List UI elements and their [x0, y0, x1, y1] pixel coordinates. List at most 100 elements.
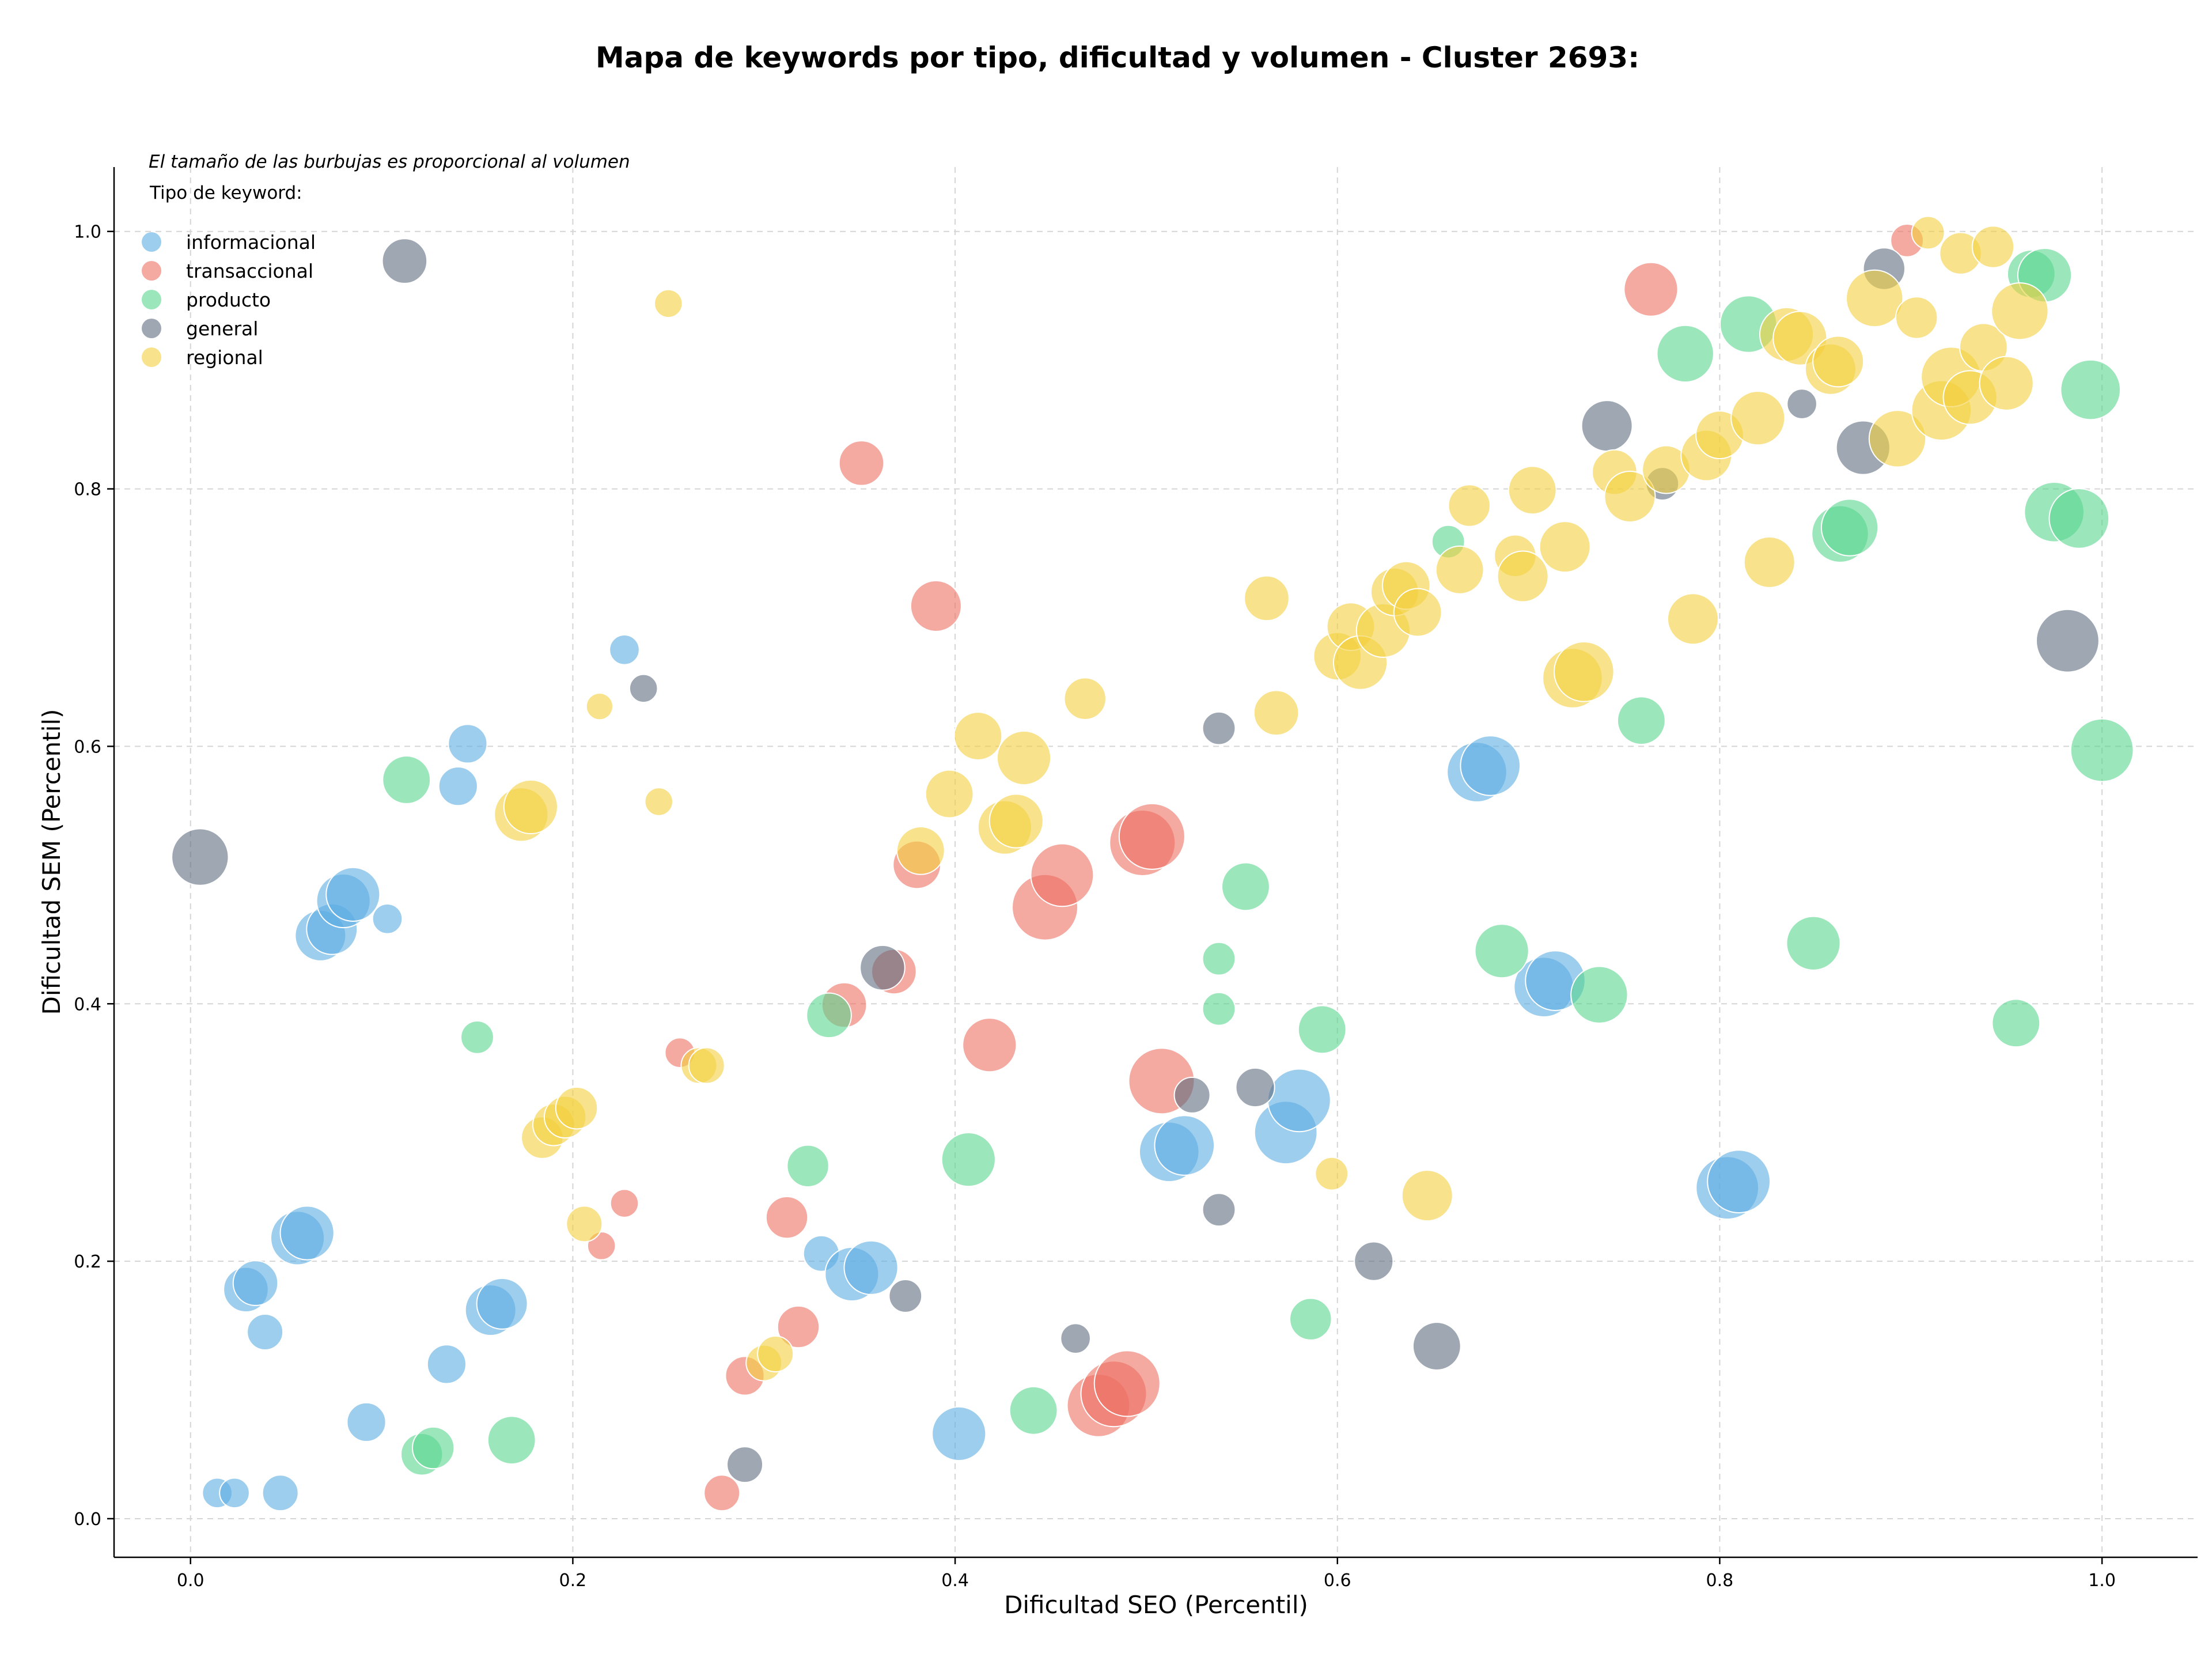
y-tick-label: 0.6 — [74, 737, 101, 757]
bubble-producto — [1656, 324, 1714, 383]
bubble-producto — [411, 1426, 455, 1470]
bubble-regional — [1812, 335, 1865, 388]
legend-marker-transaccional — [142, 261, 161, 281]
bubble-regional — [896, 826, 945, 875]
bubble-producto — [1009, 1386, 1058, 1435]
bubble-regional — [1448, 484, 1491, 527]
series-informacional — [202, 634, 1771, 1512]
bubble-regional — [988, 793, 1044, 849]
bubble-transaccional — [962, 1017, 1017, 1073]
series-regional — [494, 215, 2049, 1382]
x-tick-label: 0.4 — [941, 1571, 969, 1591]
bubble-regional — [555, 1087, 599, 1130]
bubble-producto — [1202, 992, 1236, 1026]
bubble-producto — [2070, 718, 2134, 782]
bubble-regional — [1401, 1170, 1453, 1222]
bubble-regional — [1315, 1156, 1349, 1191]
bubble-regional — [503, 779, 559, 835]
bubble-producto — [1820, 498, 1879, 557]
bubble-regional — [1539, 521, 1591, 573]
bubble-producto — [1221, 862, 1270, 911]
x-tick-label: 0.2 — [559, 1571, 587, 1591]
bubble-informacional — [843, 1240, 899, 1295]
legend: informacional transaccional producto genera… — [142, 231, 316, 369]
bubble-informacional — [219, 1477, 250, 1509]
bubble-producto — [1991, 998, 2041, 1048]
bubble-transaccional — [765, 1195, 809, 1239]
bubble-producto — [941, 1132, 996, 1187]
bubble-informacional — [325, 867, 381, 922]
bubble-transaccional — [703, 1474, 741, 1512]
legend-marker-regional — [142, 347, 161, 367]
bubble-general — [628, 674, 658, 703]
bubble-producto — [460, 1020, 494, 1054]
x-axis-label: Dificultad SEO (Percentil) — [1004, 1591, 1308, 1619]
bubble-regional — [566, 1205, 603, 1243]
bubble-general — [381, 238, 428, 284]
bubble-informacional — [931, 1406, 987, 1462]
bubble-regional — [585, 692, 614, 721]
bubble-producto — [1616, 696, 1666, 746]
bubble-transaccional — [910, 580, 962, 632]
bubble-regional — [996, 730, 1052, 786]
bubble-transaccional — [777, 1305, 820, 1349]
legend-marker-informacional — [142, 232, 161, 252]
bubble-general — [171, 828, 229, 886]
bubble-regional — [1393, 588, 1442, 637]
bubble-regional — [1895, 296, 1938, 339]
legend-marker-producto — [142, 290, 161, 309]
bubble-producto — [1786, 915, 1841, 971]
bubble-regional — [953, 712, 1003, 760]
bubble-producto — [2060, 359, 2121, 421]
bubbles — [171, 215, 2134, 1512]
bubble-informacional — [438, 766, 478, 807]
bubble-informacional — [1707, 1149, 1771, 1213]
legend-marker-general — [142, 319, 161, 338]
x-tick-label: 1.0 — [2088, 1571, 2116, 1591]
bubble-informacional — [448, 724, 488, 764]
y-tick-label: 0.4 — [74, 994, 101, 1015]
bubble-informacional — [346, 1402, 387, 1443]
bubble-regional — [1743, 536, 1796, 588]
bubble-producto — [806, 992, 852, 1039]
bubble-regional — [644, 787, 673, 816]
y-tick-label: 1.0 — [74, 222, 101, 243]
bubble-transaccional — [1030, 843, 1094, 907]
bubble-regional — [1971, 225, 2015, 268]
bubble-regional — [1991, 282, 2049, 340]
bubble-producto — [487, 1416, 536, 1465]
bubble-producto — [786, 1144, 830, 1187]
bubble-general — [859, 944, 906, 991]
legend-label-transaccional: transaccional — [186, 260, 313, 282]
bubble-regional — [654, 289, 683, 319]
bubble-transaccional — [1118, 803, 1185, 870]
bubble-general — [1060, 1323, 1091, 1354]
x-ticks: 0.0 0.2 0.4 0.6 0.8 1.0 — [177, 1557, 2116, 1591]
bubble-producto — [1474, 924, 1529, 979]
bubble-regional — [925, 769, 974, 819]
bubble-regional — [1979, 355, 2034, 411]
bubble-regional — [1911, 215, 1945, 250]
bubble-producto — [382, 755, 431, 804]
legend-title: Tipo de keyword: — [149, 183, 302, 203]
bubble-producto — [2048, 488, 2110, 549]
x-tick-label: 0.0 — [177, 1571, 204, 1591]
bubble-regional — [688, 1047, 725, 1084]
bubble-producto — [1570, 966, 1628, 1024]
bubble-informacional — [279, 1205, 335, 1261]
axes — [113, 167, 2198, 1558]
bubble-regional — [1845, 269, 1904, 328]
bubble-informacional — [1154, 1115, 1215, 1176]
bubble-regional — [1508, 466, 1557, 515]
y-axis-label: Dificultad SEM (Percentil) — [37, 709, 66, 1015]
bubble-general — [888, 1279, 923, 1313]
legend-label-regional: regional — [186, 346, 263, 369]
bubble-size-note: El tamaño de las burbujas es proporciona… — [149, 152, 630, 172]
bubble-regional — [1244, 575, 1290, 622]
bubble-general — [1786, 388, 1817, 419]
bubble-regional — [1063, 677, 1107, 720]
y-tick-label: 0.2 — [74, 1252, 101, 1272]
bubble-informacional — [426, 1344, 467, 1384]
legend-label-informacional: informacional — [186, 231, 316, 253]
x-tick-label: 0.6 — [1324, 1571, 1351, 1591]
